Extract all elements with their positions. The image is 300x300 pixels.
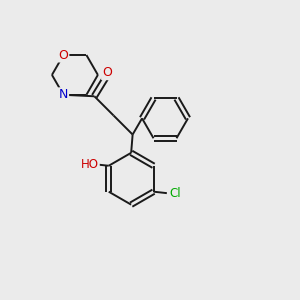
Text: O: O bbox=[102, 66, 112, 79]
Text: Cl: Cl bbox=[169, 187, 181, 200]
Text: O: O bbox=[58, 49, 68, 62]
Text: HO: HO bbox=[81, 158, 99, 170]
Text: N: N bbox=[59, 88, 68, 101]
